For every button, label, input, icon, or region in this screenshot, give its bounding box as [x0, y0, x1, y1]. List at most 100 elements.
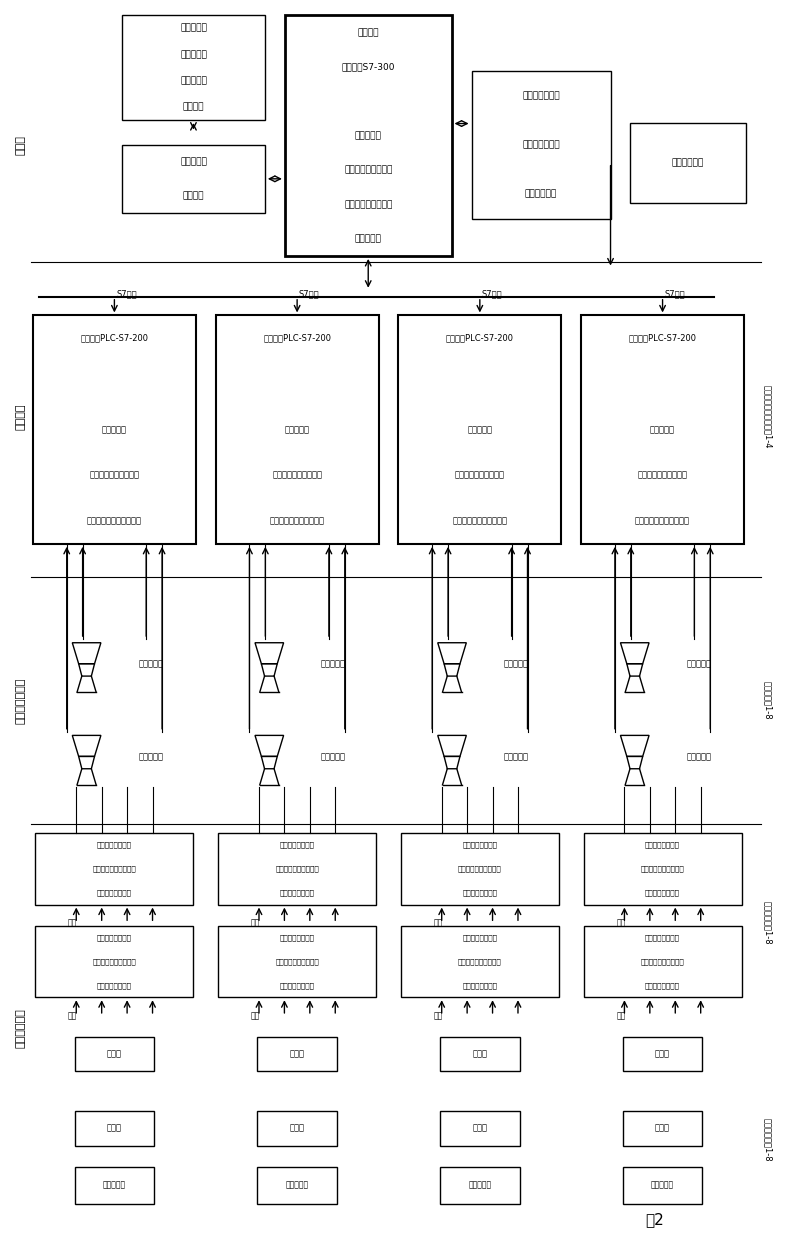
Text: 车上编码卡: 车上编码卡 — [286, 1180, 309, 1190]
Text: 主控制器PLC-S7-200: 主控制器PLC-S7-200 — [263, 334, 331, 343]
Bar — [33, 315, 196, 544]
Bar — [401, 833, 559, 905]
Text: 主要功能：: 主要功能： — [285, 426, 310, 434]
Text: 图2: 图2 — [645, 1212, 663, 1227]
Text: 罐号检测前端检测装置: 罐号检测前端检测装置 — [275, 865, 319, 872]
Text: 罐号检测前端检测装置: 罐号检测前端检测装置 — [93, 958, 136, 964]
Text: 微波液面计: 微波液面计 — [138, 752, 163, 761]
Text: 通信: 通信 — [250, 918, 260, 928]
Text: 磁号前端检测装置: 磁号前端检测装置 — [97, 890, 132, 896]
Text: 罐号、液面信号接收、: 罐号、液面信号接收、 — [90, 470, 139, 480]
Text: 检测头: 检测头 — [107, 1124, 122, 1133]
Text: 其它高炉铁: 其它高炉铁 — [180, 50, 207, 60]
Text: 主控制器S7-300: 主控制器S7-300 — [342, 62, 395, 71]
Text: 铁水用户及: 铁水用户及 — [180, 24, 207, 32]
Text: 重量、显示、报警、传送: 重量、显示、报警、传送 — [452, 516, 507, 525]
Text: 检测头: 检测头 — [655, 1050, 670, 1059]
Text: 磁号前端检测装置: 磁号前端检测装置 — [280, 890, 314, 896]
Bar — [216, 315, 378, 544]
Text: 重量、显示、报警、传送: 重量、显示、报警、传送 — [87, 516, 142, 525]
Text: 炉台下轨道边: 炉台下轨道边 — [15, 1009, 26, 1049]
Text: S7通信: S7通信 — [482, 289, 502, 298]
Text: 通信: 通信 — [616, 918, 626, 928]
Bar — [471, 71, 610, 218]
Text: 微波液面计: 微波液面计 — [686, 752, 711, 761]
Text: 罐号检测前端检测装置: 罐号检测前端检测装置 — [458, 865, 502, 872]
Text: 主要功能：: 主要功能： — [102, 426, 127, 434]
Text: 重量、显示、报警、传送: 重量、显示、报警、传送 — [635, 516, 690, 525]
Bar — [35, 926, 194, 998]
Text: 炉前平台: 炉前平台 — [15, 403, 26, 429]
Text: 号码检测定位检测: 号码检测定位检测 — [462, 841, 498, 849]
Bar — [623, 1167, 702, 1204]
Text: 磁号前端检测装置: 磁号前端检测装置 — [645, 982, 680, 989]
Text: 重量检测装置1-8: 重量检测装置1-8 — [763, 901, 772, 944]
Text: 高炉设备控制站: 高炉设备控制站 — [522, 91, 560, 101]
Bar — [581, 315, 744, 544]
Bar — [398, 315, 562, 544]
Text: 主控制站: 主控制站 — [358, 27, 379, 37]
Text: 通信: 通信 — [434, 918, 442, 928]
Text: 车上编码卡: 车上编码卡 — [103, 1180, 126, 1190]
Bar — [401, 926, 559, 998]
Text: 液面、罐号、重量、: 液面、罐号、重量、 — [344, 165, 393, 175]
Bar — [218, 926, 376, 998]
Text: 号码检测定位检测: 号码检测定位检测 — [97, 841, 132, 849]
Bar — [583, 926, 742, 998]
Text: 主要功能：: 主要功能： — [354, 132, 382, 140]
Text: 检测头: 检测头 — [290, 1050, 305, 1059]
Text: 车上编码卡: 车上编码卡 — [651, 1180, 674, 1190]
Bar — [122, 145, 265, 212]
Bar — [258, 1167, 337, 1204]
Text: 磁号前端检测装置: 磁号前端检测装置 — [462, 982, 498, 989]
Text: S7通信: S7通信 — [298, 289, 319, 298]
Text: 被装设备状态: 被装设备状态 — [525, 190, 557, 199]
Text: 微波液面计: 微波液面计 — [321, 659, 346, 668]
Text: 号码检测定位检测: 号码检测定位检测 — [280, 934, 314, 941]
Text: 磁号前端检测装置: 磁号前端检测装置 — [645, 890, 680, 896]
Text: 号码检测定位检测: 号码检测定位检测 — [645, 934, 680, 941]
Bar — [74, 1111, 154, 1145]
Bar — [258, 1111, 337, 1145]
Text: 显示、控制: 显示、控制 — [354, 235, 382, 243]
Text: 微波液面计: 微波液面计 — [321, 752, 346, 761]
Text: 车次、被铁比控制、: 车次、被铁比控制、 — [344, 200, 393, 208]
Text: 及数据库: 及数据库 — [182, 191, 204, 200]
Bar — [440, 1167, 519, 1204]
Text: 号码检测定位检测: 号码检测定位检测 — [645, 841, 680, 849]
Text: 罐号检测前端检测装置: 罐号检测前端检测装置 — [93, 865, 136, 872]
Bar — [74, 1167, 154, 1204]
Text: 磁号前端检测装置: 磁号前端检测装置 — [280, 982, 314, 989]
Text: 检测头: 检测头 — [472, 1124, 487, 1133]
Text: 铁水罐装设备: 铁水罐装设备 — [672, 159, 704, 168]
Text: 通信: 通信 — [250, 1011, 260, 1020]
Text: 交互信息: 交互信息 — [182, 103, 204, 112]
Text: 号码检测定位检测: 号码检测定位检测 — [97, 934, 132, 941]
Bar — [74, 1036, 154, 1071]
Text: 主要功能：: 主要功能： — [467, 426, 492, 434]
Text: 号码检测定位检测: 号码检测定位检测 — [462, 934, 498, 941]
Text: 检测头: 检测头 — [290, 1124, 305, 1133]
Text: 罐号、液面信号接收、: 罐号、液面信号接收、 — [638, 470, 687, 480]
Bar — [122, 15, 265, 120]
Text: 检测头: 检测头 — [472, 1050, 487, 1059]
Text: 罐号检测前端检测装置: 罐号检测前端检测装置 — [641, 958, 685, 964]
Bar — [583, 833, 742, 905]
Text: 水罐装系统: 水罐装系统 — [180, 76, 207, 86]
Text: 微波液面计: 微波液面计 — [138, 659, 163, 668]
Bar — [623, 1036, 702, 1071]
Text: 车号检测装置1-8: 车号检测装置1-8 — [763, 1118, 772, 1162]
Text: 控制室: 控制室 — [15, 135, 26, 155]
Text: 铁水建装系统现场装置1-4: 铁水建装系统现场装置1-4 — [763, 385, 772, 448]
Text: 罐号检测前端检测装置: 罐号检测前端检测装置 — [275, 958, 319, 964]
Text: 号码检测定位检测: 号码检测定位检测 — [280, 841, 314, 849]
Bar — [440, 1036, 519, 1071]
Text: 车上编码卡: 车上编码卡 — [468, 1180, 491, 1190]
Bar — [35, 833, 194, 905]
Bar — [285, 15, 452, 256]
Text: 检测头: 检测头 — [655, 1124, 670, 1133]
Text: 微波液面计: 微波液面计 — [686, 659, 711, 668]
Text: 微波液面计1-8: 微波液面计1-8 — [763, 681, 772, 720]
Text: 检测头: 检测头 — [107, 1050, 122, 1059]
Text: 磁号前端检测装置: 磁号前端检测装置 — [462, 890, 498, 896]
